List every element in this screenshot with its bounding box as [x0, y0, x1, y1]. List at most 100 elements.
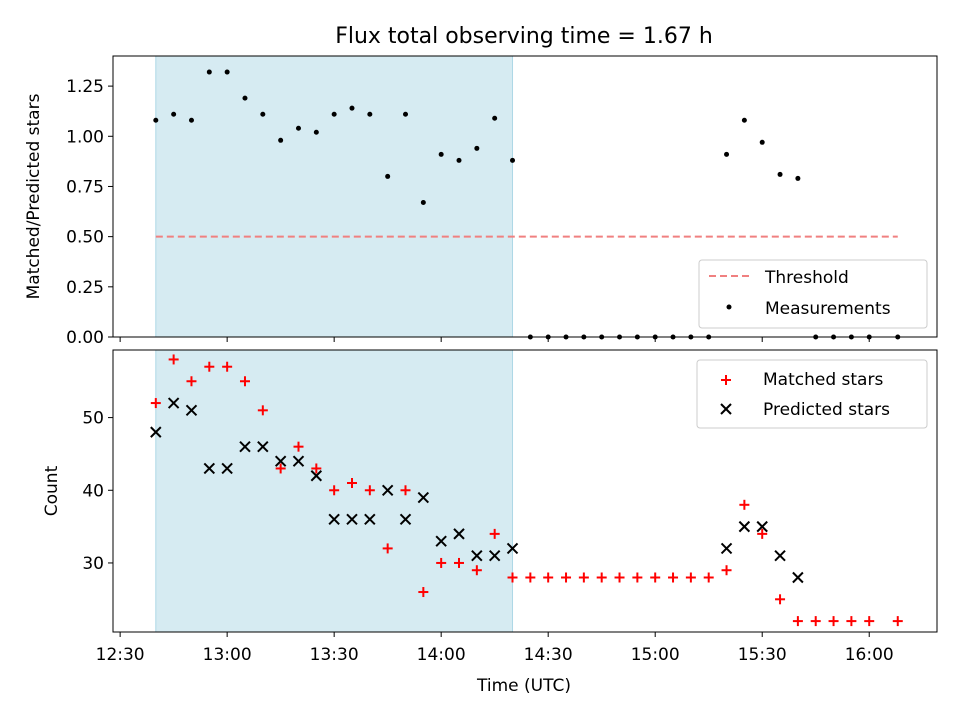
matched-star-point [186, 376, 197, 387]
matched-stars-points [150, 354, 903, 627]
predicted-star-point [774, 549, 786, 562]
bottom-panel: 30 40 50 12:30 13:00 13:30 14:00 14:30 15:00 15:… [42, 349, 938, 696]
predicted-star-point [203, 462, 216, 475]
measurement-point [456, 157, 462, 163]
legend-matched-swatch [721, 375, 731, 385]
matched-star-point [454, 557, 465, 568]
measurement-point [403, 111, 409, 117]
measurement-point [171, 111, 177, 117]
bottom-x-axis-label: Time (UTC) [476, 676, 571, 696]
measurement-point [206, 69, 212, 75]
legend-measurements-label: Measurements [765, 299, 891, 319]
legend-matched-label: Matched stars [763, 370, 883, 390]
top-y-axis-label: Matched/Predicted stars [24, 93, 44, 299]
top-observing-shade [155, 55, 514, 338]
measurement-point [492, 115, 498, 121]
measurement-point [759, 139, 765, 145]
predicted-star-point [738, 520, 751, 533]
measurement-point [331, 111, 337, 117]
measurement-point [741, 117, 747, 123]
matched-star-point [596, 572, 607, 583]
matched-star-point [578, 572, 589, 583]
predicted-star-point [364, 513, 376, 526]
matched-star-point [703, 572, 714, 583]
matched-star-point [489, 528, 500, 539]
matched-star-point [864, 616, 875, 627]
measurement-point [224, 69, 230, 75]
top-legend-box [698, 259, 928, 329]
predicted-star-point [328, 513, 340, 526]
bottom-x-tick-label: 15:00 [631, 645, 680, 665]
legend-measurements-swatch [726, 304, 732, 310]
bottom-legend: Matched stars Predicted stars [696, 359, 928, 429]
matched-star-point [828, 616, 839, 627]
top-shade-rect [155, 55, 514, 338]
matched-star-point [168, 354, 179, 365]
predicted-star-point [185, 404, 198, 417]
predicted-star-point [720, 542, 733, 555]
predicted-star-point [471, 549, 483, 562]
matched-star-point [892, 616, 903, 627]
predicted-star-point [435, 535, 447, 547]
measurement-point [242, 95, 248, 101]
legend-threshold-label: Threshold [764, 268, 849, 288]
matched-star-point [311, 463, 322, 474]
matched-star-point [757, 528, 768, 539]
top-y-tick-label: 1.25 [66, 77, 104, 97]
matched-star-point [204, 361, 215, 372]
top-axes-frame [112, 55, 938, 338]
bottom-y-tick-label: 50 [82, 409, 104, 429]
top-y-tick-label: 0.00 [66, 328, 104, 348]
matched-star-point [400, 485, 411, 496]
matched-star-point [150, 398, 161, 409]
matched-star-point [525, 572, 536, 583]
predicted-star-point [150, 426, 162, 438]
bottom-y-tick-label: 40 [82, 481, 104, 501]
top-y-ticks: 0.00 0.25 0.50 0.75 1.00 1.25 [66, 77, 113, 348]
predicted-star-point [257, 440, 269, 453]
legend-predicted-swatch [720, 403, 732, 415]
predicted-star-point [167, 397, 180, 409]
chart-title: Flux total observing time = 1.67 h [335, 24, 713, 49]
predicted-star-point [792, 571, 804, 584]
matched-star-point [632, 572, 643, 583]
measurement-point [295, 125, 301, 131]
measurement-point [724, 151, 730, 157]
predicted-star-point [239, 440, 251, 453]
top-panel: 0.00 0.25 0.50 0.75 1.00 1.25 Matched/Predict… [24, 55, 938, 348]
measurement-point [260, 111, 266, 117]
bottom-x-ticks: 12:30 13:00 13:30 14:00 14:30 15:00 15:30 16:00 [96, 632, 894, 665]
matched-star-point [382, 543, 393, 554]
measurement-point [385, 173, 391, 179]
bottom-x-tick-label: 13:30 [310, 645, 359, 665]
matched-star-point [668, 572, 679, 583]
predicted-star-point [310, 470, 323, 482]
bottom-legend-box [696, 359, 928, 429]
predicted-star-point [381, 484, 394, 496]
measurement-points [153, 69, 901, 340]
bottom-x-tick-label: 16:00 [845, 645, 894, 665]
matched-star-point [846, 616, 857, 627]
bottom-x-tick-label: 13:00 [203, 645, 252, 665]
predicted-star-point [453, 528, 465, 540]
bottom-y-axis-label: Count [42, 465, 62, 516]
matched-star-point [507, 572, 518, 583]
top-y-tick-label: 0.25 [66, 278, 104, 298]
measurement-point [438, 151, 444, 157]
matched-star-point [364, 485, 375, 496]
measurement-point [313, 129, 319, 135]
matched-star-point [775, 594, 786, 605]
matched-star-point [239, 376, 250, 387]
bottom-x-tick-label: 12:30 [96, 645, 145, 665]
bottom-axes-frame [112, 349, 938, 633]
matched-star-point [293, 441, 304, 452]
matched-star-point [543, 572, 554, 583]
matched-star-point [346, 478, 357, 489]
bottom-x-tick-label: 14:30 [524, 645, 573, 665]
matched-star-point [721, 565, 732, 576]
matched-star-point [257, 405, 268, 416]
bottom-y-tick-label: 30 [82, 554, 104, 574]
measurement-point [153, 117, 159, 123]
predicted-star-point [346, 513, 358, 526]
